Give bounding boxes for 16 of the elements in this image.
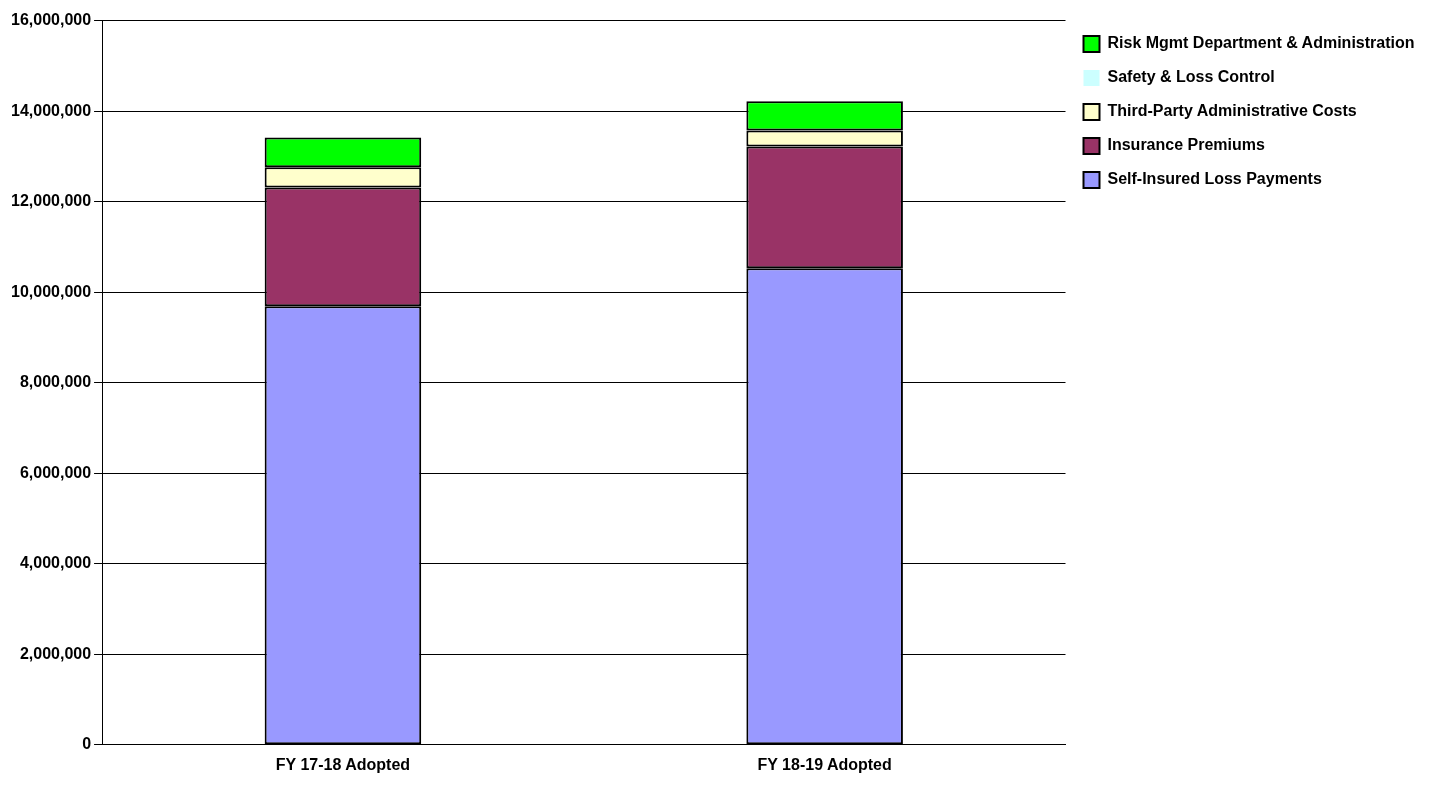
legend-label: Third-Party Administrative Costs — [1107, 102, 1357, 120]
y-tick-label: 14,000,000 — [11, 101, 92, 119]
x-tick-label: FY 18-19 Adopted — [757, 755, 892, 773]
y-tick-label: 4,000,000 — [19, 554, 92, 572]
y-tick-label: 0 — [82, 735, 92, 753]
legend-label: Risk Mgmt Department & Administration — [1107, 34, 1415, 52]
y-tick-label: 2,000,000 — [19, 644, 92, 662]
y-tick-label: 10,000,000 — [11, 282, 92, 300]
y-tick-label: 8,000,000 — [19, 373, 92, 391]
legend-label: Safety & Loss Control — [1107, 68, 1275, 86]
y-tick-label: 12,000,000 — [11, 192, 92, 210]
legend-label: Insurance Premiums — [1107, 136, 1265, 154]
x-tick-label: FY 17-18 Adopted — [275, 755, 411, 773]
legend-label: Self-Insured Loss Payments — [1107, 170, 1322, 188]
y-tick-label: 6,000,000 — [19, 463, 92, 481]
y-tick-label: 16,000,000 — [11, 11, 92, 29]
